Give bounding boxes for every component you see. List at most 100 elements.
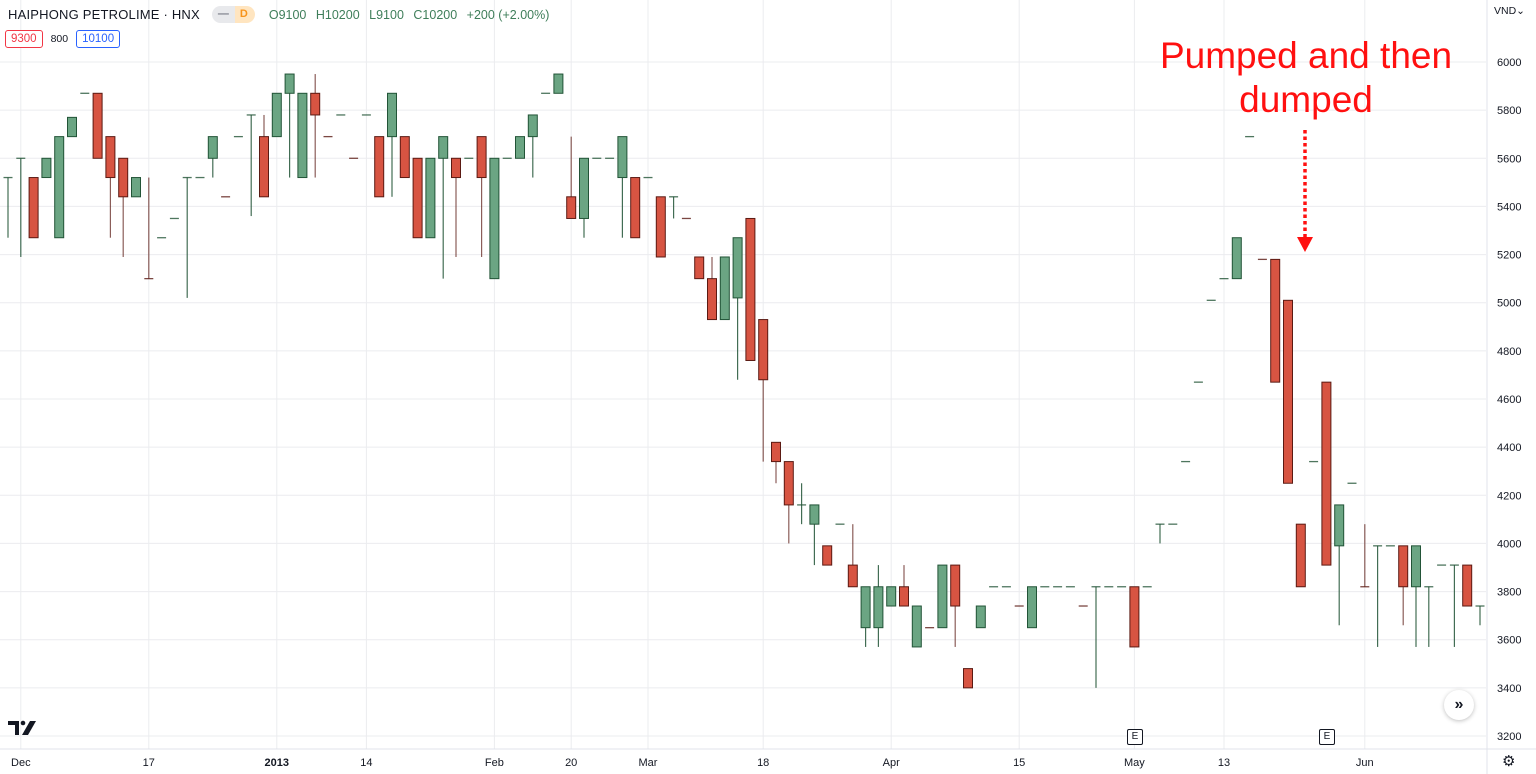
- time-tick-label: 18: [757, 757, 769, 769]
- candle-down: [28, 177, 39, 239]
- candle-body: [259, 136, 269, 198]
- candle-body: [822, 545, 833, 566]
- candle-body: [1411, 545, 1421, 588]
- candle-up: [1424, 586, 1434, 647]
- collapse-icon[interactable]: —: [211, 6, 235, 23]
- candle-down: [259, 114, 269, 198]
- candle-down: [399, 136, 410, 179]
- candle-body: [566, 196, 577, 219]
- time-axis[interactable]: Dec 17 2013 14 Feb 20 Mar 18 Apr 15 May 13 Jun: [11, 757, 1374, 769]
- tradingview-logo[interactable]: [8, 720, 38, 741]
- price-tick-label: 4200: [1497, 490, 1521, 502]
- candle-body: [771, 441, 781, 463]
- price-tick-label: 5800: [1497, 105, 1521, 117]
- symbol-title[interactable]: HAIPHONG PETROLIME · HNX: [8, 7, 200, 22]
- candle-up: [387, 92, 397, 197]
- candle-body: [41, 157, 52, 179]
- candle-body: [873, 586, 884, 629]
- candle-body: [438, 136, 449, 159]
- candle-body: [732, 237, 743, 299]
- candle-body: [950, 564, 961, 607]
- candle-up: [182, 176, 192, 298]
- bid-ask-row: 9300 800 10100: [5, 30, 121, 48]
- tradingview-logo-icon: [8, 720, 36, 735]
- candle-body: [271, 92, 282, 138]
- candle-body: [1295, 523, 1306, 588]
- candle-down: [1270, 258, 1281, 383]
- price-tick-label: 5600: [1497, 153, 1521, 165]
- buy-price-button[interactable]: 10100: [76, 30, 121, 48]
- candle-down: [118, 157, 129, 257]
- candle-up: [553, 73, 564, 94]
- candle-body: [515, 136, 525, 159]
- candle-body: [54, 136, 65, 239]
- candle-up: [67, 116, 77, 138]
- earnings-marker[interactable]: E: [1319, 729, 1335, 745]
- candle-down: [630, 177, 641, 239]
- candle-body: [860, 586, 871, 629]
- candle-up: [1334, 504, 1345, 626]
- candle-down: [1462, 564, 1473, 607]
- currency-dropdown[interactable]: VND⌄: [1494, 5, 1525, 17]
- candle-body: [1321, 381, 1332, 566]
- time-tick-label: Jun: [1356, 757, 1374, 769]
- candle-body: [374, 136, 385, 198]
- candle-body: [399, 136, 410, 179]
- candle-body: [131, 177, 141, 198]
- candle-up: [1373, 545, 1383, 647]
- candle-down: [92, 92, 103, 159]
- candle-up: [1231, 237, 1242, 280]
- candle-body: [476, 136, 487, 179]
- candle-up: [617, 136, 628, 238]
- candle-down: [1295, 523, 1306, 588]
- candle-body: [105, 136, 116, 179]
- candle-down: [1398, 545, 1409, 626]
- candle-down: [758, 319, 769, 462]
- candle-body: [92, 92, 103, 159]
- price-axis[interactable]: 3200 3400 3600 3800 4000 4200 4400 4600 4800 5000…: [1497, 57, 1521, 743]
- annotation-line-2: dumped: [1239, 79, 1373, 120]
- candle-body: [579, 157, 589, 219]
- time-tick-label: 17: [143, 757, 155, 769]
- interval-label[interactable]: D: [234, 6, 255, 23]
- price-tick-label: 4600: [1497, 394, 1521, 406]
- time-tick-label: 15: [1013, 757, 1025, 769]
- candle-body: [899, 586, 909, 607]
- candle-up: [886, 586, 897, 607]
- candle-up: [1475, 605, 1485, 626]
- candle-up: [719, 256, 730, 321]
- candle-up: [284, 73, 295, 178]
- interval-pill[interactable]: — D: [211, 6, 255, 23]
- candle-body: [617, 136, 628, 179]
- candle-down: [310, 74, 321, 178]
- candle-body: [1462, 564, 1473, 607]
- candle-down: [963, 668, 973, 689]
- price-tick-label: 5400: [1497, 201, 1521, 213]
- candle-body: [886, 586, 897, 607]
- candle-up: [1411, 545, 1421, 647]
- candle-body: [1129, 586, 1140, 648]
- earnings-marker[interactable]: E: [1127, 729, 1143, 745]
- candle-up: [873, 565, 884, 647]
- scroll-to-realtime-button[interactable]: »: [1444, 690, 1474, 720]
- candle-body: [1231, 237, 1242, 280]
- candle-body: [297, 92, 308, 179]
- candle-up: [425, 157, 436, 239]
- candle-down: [847, 524, 858, 588]
- candle-up: [207, 136, 218, 178]
- candle-body: [783, 461, 794, 506]
- candle-down: [1283, 299, 1293, 484]
- candle-body: [387, 92, 397, 138]
- candle-body: [425, 157, 436, 239]
- sell-price-button[interactable]: 9300: [5, 30, 43, 48]
- candle-body: [451, 157, 461, 179]
- candle-up: [271, 92, 282, 138]
- candle-body: [489, 157, 500, 280]
- candle-down: [822, 545, 833, 566]
- gear-icon[interactable]: ⚙: [1502, 753, 1516, 770]
- candle-up: [438, 136, 449, 279]
- grid: [0, 0, 1486, 749]
- time-tick-label: 13: [1218, 757, 1230, 769]
- candle-up: [297, 92, 308, 179]
